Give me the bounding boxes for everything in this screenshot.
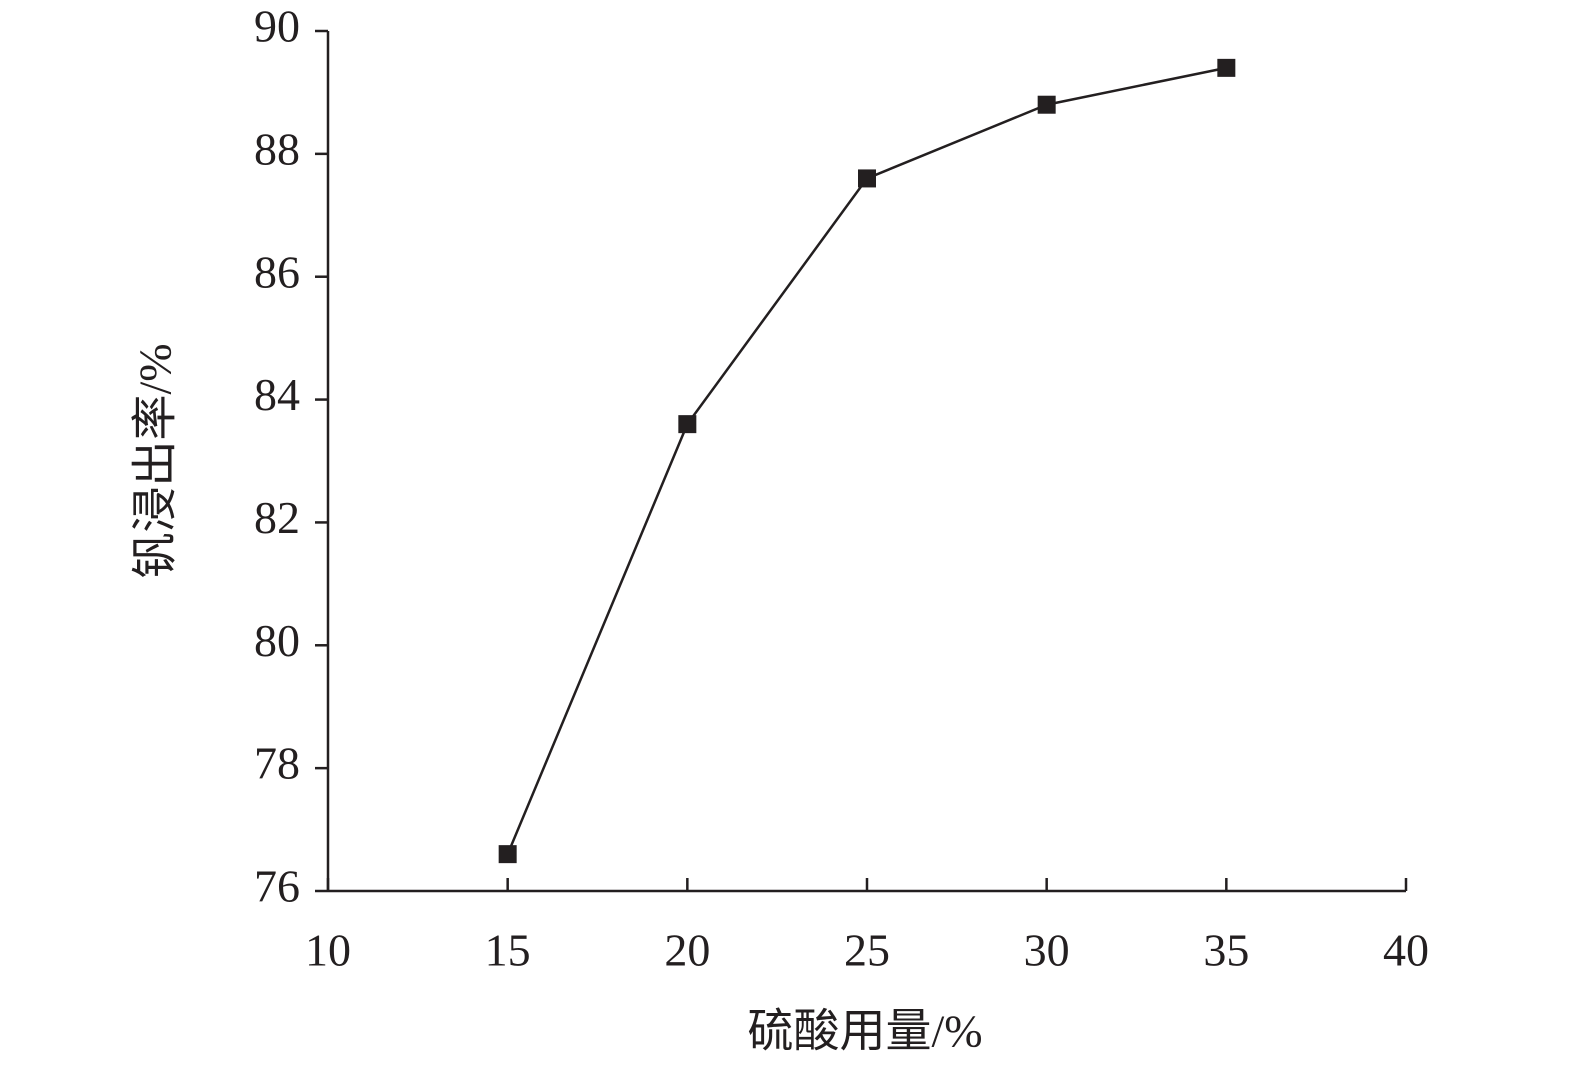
y-tick-label: 78	[254, 738, 300, 789]
x-tick-label: 25	[844, 925, 890, 976]
x-tick-label: 15	[485, 925, 531, 976]
y-tick-label: 86	[254, 246, 300, 297]
y-tick-label: 76	[254, 861, 300, 912]
x-tick-label: 30	[1024, 925, 1070, 976]
x-tick-label: 35	[1203, 925, 1249, 976]
marker	[1217, 58, 1236, 77]
marker	[858, 169, 876, 188]
x-tick-label: 10	[305, 925, 351, 976]
y-tick-label: 90	[254, 1, 300, 52]
y-tick-label: 88	[254, 123, 300, 174]
marker	[678, 415, 697, 434]
x-axis-label: 硫酸用量/%	[747, 1006, 982, 1057]
marker	[498, 845, 517, 864]
x-tick-label: 40	[1383, 925, 1429, 976]
y-axis-label: 钒浸出率/%	[130, 343, 181, 578]
y-tick-label: 82	[254, 492, 300, 543]
y-tick-label: 84	[254, 369, 300, 420]
y-tick-label: 80	[254, 615, 300, 666]
marker	[1037, 95, 1056, 114]
x-tick-label: 20	[664, 925, 710, 976]
